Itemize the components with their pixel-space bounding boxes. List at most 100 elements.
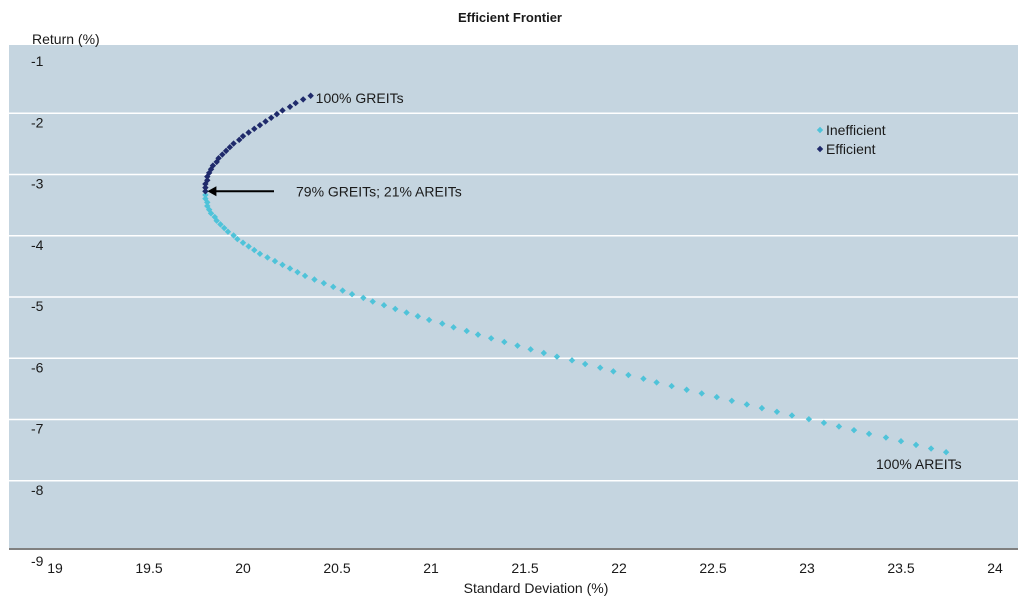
x-tick-label: 21 xyxy=(423,560,439,576)
inefficient-point xyxy=(865,430,873,438)
inefficient-point xyxy=(204,202,211,210)
inefficient-point xyxy=(339,287,346,294)
efficient-point xyxy=(262,118,269,125)
inefficient-point xyxy=(279,261,286,268)
inefficient-point xyxy=(788,412,796,419)
legend: Inefficient Efficient xyxy=(816,122,886,157)
efficient-point xyxy=(245,129,252,136)
inefficient-point xyxy=(414,313,422,320)
y-tick-label: -7 xyxy=(31,421,44,437)
annotation-label-areits: 100% AREITs xyxy=(876,456,962,472)
inefficient-point xyxy=(311,276,318,283)
y-axis-label: Return (%) xyxy=(32,31,100,47)
inefficient-point xyxy=(927,445,935,452)
y-tick-labels: -1 -2 -3 -4 -5 -6 -7 -8 -9 xyxy=(31,53,44,569)
inefficient-point xyxy=(360,294,367,302)
inefficient-point xyxy=(897,438,905,445)
efficient-point xyxy=(215,155,222,162)
inefficient-point xyxy=(392,305,399,313)
y-tick-label: -3 xyxy=(31,176,44,192)
data-points xyxy=(202,92,950,456)
y-tick-label: -2 xyxy=(31,114,44,130)
inefficient-point xyxy=(713,393,720,401)
chart-title: Efficient Frontier xyxy=(458,10,562,25)
inefficient-point xyxy=(820,419,828,427)
inefficient-point xyxy=(271,257,279,265)
x-tick-label: 23 xyxy=(799,560,815,576)
inefficient-point xyxy=(501,338,508,346)
inefficient-point xyxy=(758,404,766,412)
inefficient-point xyxy=(942,449,950,456)
x-tick-label: 21.5 xyxy=(511,560,538,576)
x-tick-label: 19.5 xyxy=(135,560,162,576)
inefficient-point xyxy=(217,221,224,228)
efficient-point xyxy=(307,92,314,99)
inefficient-point xyxy=(207,210,215,217)
x-tick-label: 20.5 xyxy=(323,560,350,576)
inefficient-point xyxy=(320,279,328,287)
inefficient-point xyxy=(728,397,735,404)
efficient-point xyxy=(207,166,215,173)
inefficient-point xyxy=(683,386,690,393)
y-tick-label: -5 xyxy=(31,298,44,314)
inefficient-point xyxy=(439,320,446,327)
y-tick-label: -1 xyxy=(31,53,44,69)
x-axis-label: Standard Deviation (%) xyxy=(464,580,609,596)
inefficient-point xyxy=(514,342,521,349)
efficient-point xyxy=(226,144,234,151)
inefficient-point xyxy=(221,224,228,232)
inefficient-point xyxy=(204,199,211,206)
inefficient-point xyxy=(625,371,632,379)
efficient-point xyxy=(202,188,209,195)
inefficient-point xyxy=(487,335,495,342)
inefficient-point xyxy=(294,268,301,276)
efficient-point xyxy=(251,125,258,133)
x-tick-label: 22.5 xyxy=(699,560,726,576)
efficient-point xyxy=(209,162,217,169)
efficient-point xyxy=(219,151,226,158)
efficient-point xyxy=(236,136,243,144)
legend-marker-inefficient xyxy=(816,126,824,134)
efficient-point xyxy=(279,107,286,114)
inefficient-point xyxy=(251,246,258,254)
inefficient-point xyxy=(568,357,576,364)
inefficient-point xyxy=(245,243,252,250)
efficient-point xyxy=(239,132,247,140)
inefficient-point xyxy=(805,415,813,423)
inefficient-point xyxy=(403,309,410,316)
efficient-point xyxy=(256,121,264,129)
inefficient-point xyxy=(850,426,858,434)
inefficient-point xyxy=(301,272,309,280)
inefficient-point xyxy=(581,360,589,368)
gridlines xyxy=(9,112,1018,482)
efficient-point xyxy=(268,114,275,121)
inefficient-point xyxy=(610,368,617,375)
inefficient-point xyxy=(882,434,890,441)
inefficient-point xyxy=(463,327,470,335)
efficient-point xyxy=(204,173,211,180)
y-tick-label: -8 xyxy=(31,482,44,498)
x-tick-labels: 19 19.5 20 20.5 21 21.5 22 22.5 23 23.5 24 xyxy=(47,560,1003,576)
inefficient-point xyxy=(553,353,561,360)
inefficient-point xyxy=(773,408,781,415)
inefficient-point xyxy=(668,382,675,390)
inefficient-point xyxy=(597,364,604,371)
annotation-label-mvp: 79% GREITs; 21% AREITs xyxy=(296,183,462,199)
legend-marker-efficient xyxy=(816,145,824,153)
inefficient-point xyxy=(912,441,920,449)
inefficient-point xyxy=(202,191,209,199)
inefficient-point xyxy=(527,346,534,353)
x-tick-label: 19 xyxy=(47,560,63,576)
annotation-arrowhead xyxy=(207,186,217,197)
inefficient-point xyxy=(239,239,247,246)
efficient-point xyxy=(222,147,230,155)
efficient-point xyxy=(286,103,294,110)
inefficient-point xyxy=(540,349,547,357)
inefficient-point xyxy=(264,254,271,261)
efficient-point xyxy=(292,99,299,107)
efficient-point xyxy=(204,177,211,184)
inefficient-point xyxy=(330,283,337,291)
inefficient-point xyxy=(213,217,220,224)
